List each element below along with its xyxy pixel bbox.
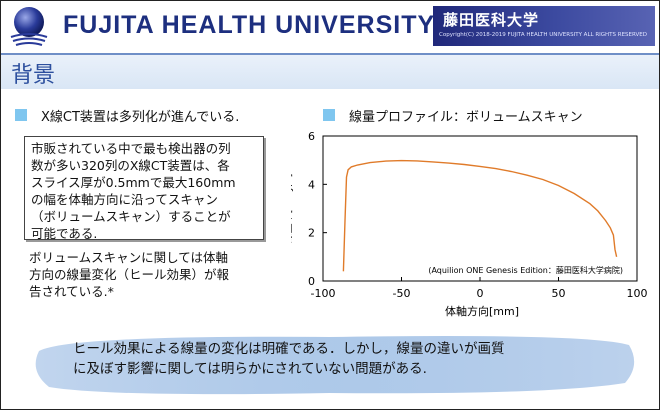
university-jp-title: 藤田医科大学	[443, 11, 540, 29]
box-line: スライス厚が0.5mmで最大160mm	[31, 175, 236, 190]
dose-profile-chart: -100 -50 0 50 100 0 2 4 6 体軸方向[mm] 線量率[mGy/s] (Aqui…	[291, 130, 648, 318]
y-tick-label: 2	[308, 227, 315, 240]
y-tick-label: 0	[308, 275, 315, 288]
chart-title: 線量プロファイル：ボリュームスキャン	[349, 110, 583, 125]
x-tick-label: -100	[311, 287, 336, 300]
para-line: 方向の線量変化（ヒール効果）が報	[29, 267, 230, 282]
para-line: ボリュームスキャンに関しては体軸	[29, 250, 229, 265]
conclusion-text: ヒール効果による線量の変化は明確である．しかし，線量の違いが画質 に及ぼす影響に…	[73, 339, 613, 379]
box-line: 可能である.	[31, 226, 98, 241]
bullet-square-icon	[15, 109, 27, 121]
university-logo-icon	[10, 7, 48, 46]
header: FUJITA HEALTH UNIVERSITY 藤田医科大学 Copyrigh…	[1, 1, 659, 51]
university-jp-banner: 藤田医科大学 Copyright(C) 2018-2019 FUJITA HEA…	[433, 6, 655, 46]
copyright-text: Copyright(C) 2018-2019 FUJITA HEALTH UNI…	[439, 32, 648, 38]
x-tick-label: 100	[627, 287, 648, 300]
title-bar: 背景	[1, 53, 659, 89]
y-tick-label: 6	[308, 130, 315, 143]
y-axis-label: 線量率[mGy/s]	[291, 174, 294, 244]
x-tick-label: -50	[393, 287, 411, 300]
plot-frame	[322, 135, 638, 282]
dose-profile-line	[342, 159, 618, 272]
slide-title: 背景	[11, 63, 56, 88]
box-line: の幅を体軸方向に沿ってスキャン	[31, 192, 218, 207]
box-line: （ボリュームスキャン）することが	[31, 209, 231, 224]
para-line: 告されている.*	[29, 284, 114, 299]
banner-line: ヒール効果による線量の変化は明確である．しかし，線量の違いが画質	[73, 341, 505, 357]
university-name: FUJITA HEALTH UNIVERSITY	[63, 11, 436, 39]
banner-line: に及ぼす影響に関しては明らかにされていない問題がある.	[73, 361, 427, 377]
x-tick-label: 50	[552, 287, 566, 300]
x-tick-label: 0	[477, 287, 484, 300]
chart-annotation: (Aquilion ONE Genesis Edition：藤田医科大学病院)	[428, 265, 623, 275]
bullet-square-icon	[323, 109, 335, 121]
left-bullet: X線CT装置は多列化が進んでいる.	[41, 110, 240, 125]
conclusion-banner	[35, 336, 635, 395]
box-line: 市販されている中で最も検出器の列	[31, 141, 231, 156]
heel-effect-paragraph: ボリュームスキャンに関しては体軸 方向の線量変化（ヒール効果）が報 告されている…	[29, 249, 264, 300]
detector-info-box: 市販されている中で最も検出器の列 数が多い320列のX線CT装置は、各 スライス…	[24, 136, 264, 241]
box-line: 数が多い320列のX線CT装置は、各	[31, 158, 230, 173]
y-tick-label: 4	[308, 178, 315, 191]
x-axis-label: 体軸方向[mm]	[445, 304, 519, 318]
